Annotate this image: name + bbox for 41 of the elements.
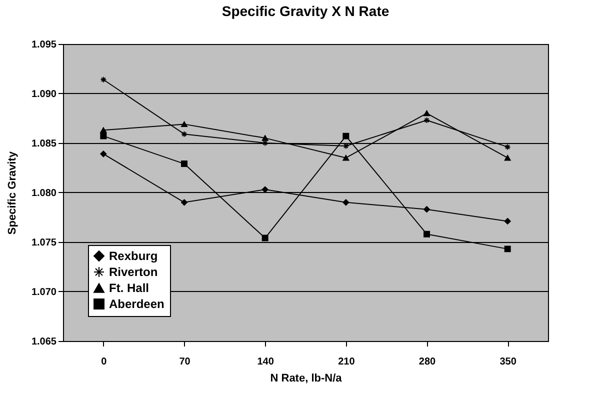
x-tick-label: 140 — [257, 356, 274, 368]
point — [424, 206, 430, 213]
y-tick-label: 1.080 — [31, 188, 57, 199]
x-tick-label: 70 — [179, 356, 191, 368]
point — [504, 246, 511, 252]
x-tick-label: 210 — [338, 356, 356, 368]
point — [181, 160, 188, 168]
x-tick-label: 350 — [500, 356, 517, 368]
point — [424, 110, 430, 116]
point — [181, 121, 188, 128]
legend-label: Riverton — [109, 265, 158, 279]
point — [424, 230, 430, 238]
x-axis-title: N Rate, lb-N/a — [270, 372, 343, 384]
y-tick-label: 1.075 — [31, 238, 57, 248]
point — [262, 234, 268, 242]
point — [100, 150, 107, 158]
chart-title: Specific Gravity X N Rate — [222, 3, 390, 19]
legend-label: Rexburg — [109, 249, 158, 263]
point — [504, 218, 511, 224]
point — [342, 132, 350, 140]
y-tick-label: 1.065 — [31, 336, 57, 348]
y-tick-label: 1.095 — [31, 40, 57, 50]
y-tick-label: 1.070 — [31, 287, 57, 298]
y-axis-title: Specific Gravity — [6, 150, 18, 235]
point — [424, 116, 430, 124]
x-tick-label: 0 — [101, 356, 108, 368]
point — [262, 140, 268, 146]
point — [100, 132, 107, 140]
legend-label: Aberdeen — [109, 297, 164, 311]
point — [100, 127, 107, 133]
x-tick-label: 280 — [418, 356, 436, 368]
point — [262, 186, 268, 193]
point — [181, 130, 188, 138]
y-tick-label: 1.090 — [31, 89, 57, 100]
y-tick-label: 1.085 — [31, 138, 57, 150]
point — [342, 154, 350, 161]
point — [342, 199, 350, 206]
point — [181, 199, 188, 206]
point — [262, 135, 268, 141]
legend-label: Ft. Hall — [109, 281, 150, 295]
point — [504, 154, 511, 161]
